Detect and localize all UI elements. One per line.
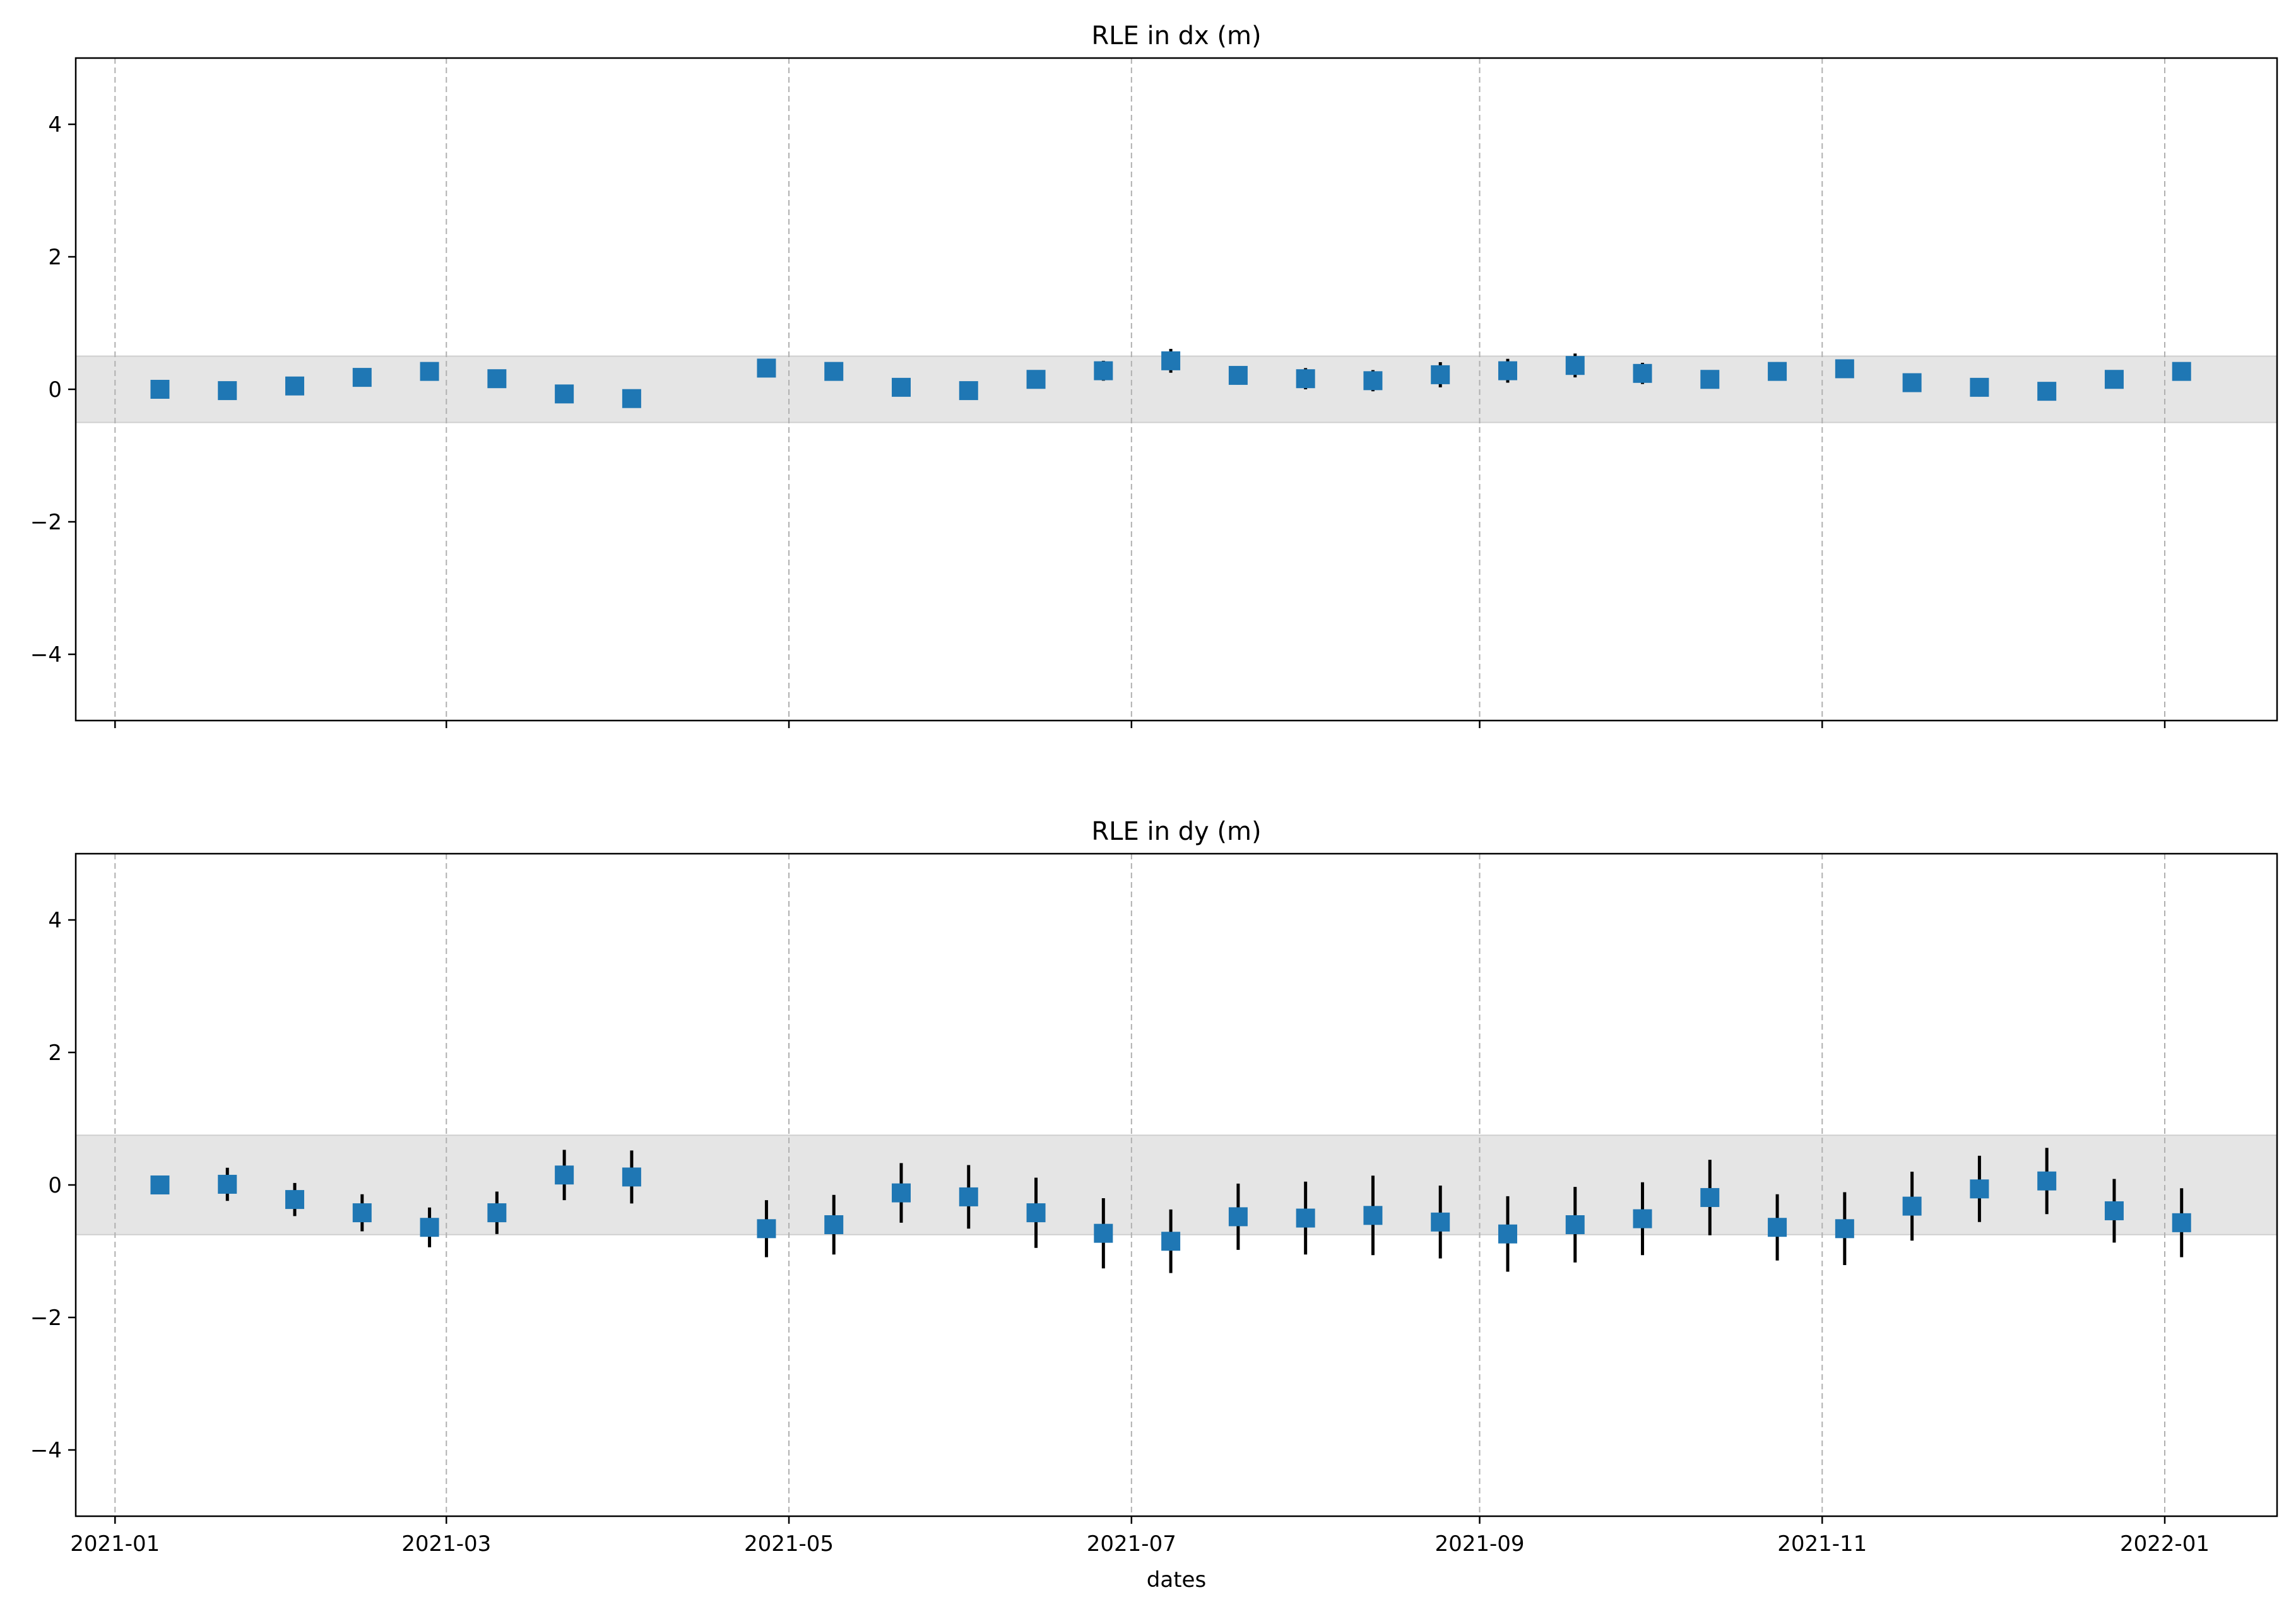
data-point [1094, 1223, 1113, 1243]
data-point [1026, 370, 1046, 389]
marker-series [150, 1165, 2191, 1251]
data-point [1565, 356, 1585, 375]
data-point [487, 1203, 507, 1223]
data-point [555, 384, 574, 404]
data-point [555, 1165, 574, 1185]
data-point [1161, 1232, 1181, 1251]
data-point [1161, 351, 1181, 370]
data-point [1228, 365, 1248, 385]
y-axis-ticks: −4 −2 0 2 4 [30, 908, 76, 1463]
x-tick-label: 2022-01 [2120, 1531, 2210, 1557]
data-point [2037, 382, 2057, 401]
data-point [218, 381, 237, 401]
data-point [1768, 362, 1787, 381]
vertical-gridlines [114, 854, 2166, 1516]
data-point [959, 381, 978, 401]
data-point [487, 369, 507, 389]
data-point [2037, 1171, 2057, 1191]
data-point [1970, 377, 1989, 397]
data-point [1902, 1196, 1922, 1216]
data-point [1565, 1215, 1585, 1234]
data-point [420, 1218, 439, 1237]
tolerance-band [75, 1134, 2278, 1235]
data-point [1026, 1203, 1046, 1223]
data-point [1835, 1219, 1854, 1239]
data-point [2104, 370, 2124, 389]
x-tick-label: 2021-11 [1777, 1531, 1867, 1557]
data-point [1296, 369, 1315, 389]
data-point [1700, 370, 1720, 389]
x-axis-ticks: 2021-01 2021-03 2021-05 2021-07 2021-09 2021-… [70, 1516, 2210, 1557]
data-point [1633, 363, 1652, 383]
data-point [1296, 1208, 1315, 1228]
data-point [1363, 371, 1383, 391]
y-tick-label: −4 [30, 642, 62, 668]
data-point [218, 1174, 237, 1194]
y-tick-label: −2 [30, 510, 62, 535]
x-tick-label: 2021-09 [1435, 1531, 1524, 1557]
data-point [1835, 359, 1854, 379]
y-tick-label: 0 [48, 377, 62, 403]
data-point [352, 1203, 372, 1223]
data-point [622, 389, 641, 408]
vertical-gridlines [114, 58, 2166, 721]
data-point [1094, 361, 1113, 380]
data-point [959, 1187, 978, 1206]
data-point [352, 368, 372, 387]
data-point [420, 362, 439, 381]
data-point [1970, 1179, 1989, 1199]
data-point [892, 377, 911, 397]
data-point [892, 1183, 911, 1203]
data-point [1498, 1224, 1517, 1244]
x-axis-label: dates [1147, 1567, 1206, 1593]
data-point [1700, 1187, 1720, 1207]
y-tick-label: 2 [48, 1040, 62, 1066]
x-tick-label: 2021-07 [1087, 1531, 1176, 1557]
y-axis-ticks: −4 −2 0 2 4 [30, 112, 76, 668]
subplot-dx: −4 −2 0 2 4 RLE in dx (m) [30, 21, 2278, 728]
data-point [1902, 373, 1922, 392]
data-point [1228, 1207, 1248, 1227]
x-tick-label: 2021-01 [70, 1531, 160, 1557]
data-point [1633, 1209, 1652, 1228]
data-point [2104, 1201, 2124, 1220]
data-point [824, 1215, 844, 1234]
data-point [2172, 362, 2191, 381]
y-tick-label: 0 [48, 1173, 62, 1198]
x-axis-ticks [114, 721, 2166, 728]
y-tick-label: 4 [48, 112, 62, 138]
data-point [150, 380, 170, 399]
data-point [2172, 1213, 2191, 1232]
data-point [1498, 361, 1517, 380]
data-point [1431, 1212, 1450, 1232]
x-tick-label: 2021-03 [401, 1531, 491, 1557]
data-point [1363, 1206, 1383, 1225]
chart-title: RLE in dx (m) [1091, 21, 1261, 50]
data-point [285, 376, 305, 396]
y-tick-label: 2 [48, 245, 62, 270]
data-point [757, 358, 776, 378]
data-point [622, 1167, 641, 1187]
marker-series [150, 351, 2191, 408]
y-tick-label: 4 [48, 908, 62, 933]
data-point [1431, 365, 1450, 384]
data-point [150, 1175, 170, 1194]
data-point [757, 1219, 776, 1239]
data-point [824, 362, 844, 381]
data-point [285, 1190, 305, 1210]
x-tick-label: 2021-05 [744, 1531, 834, 1557]
y-tick-label: −4 [30, 1438, 62, 1463]
data-point [1768, 1218, 1787, 1237]
chart-title: RLE in dy (m) [1091, 817, 1261, 846]
y-tick-label: −2 [30, 1305, 62, 1331]
